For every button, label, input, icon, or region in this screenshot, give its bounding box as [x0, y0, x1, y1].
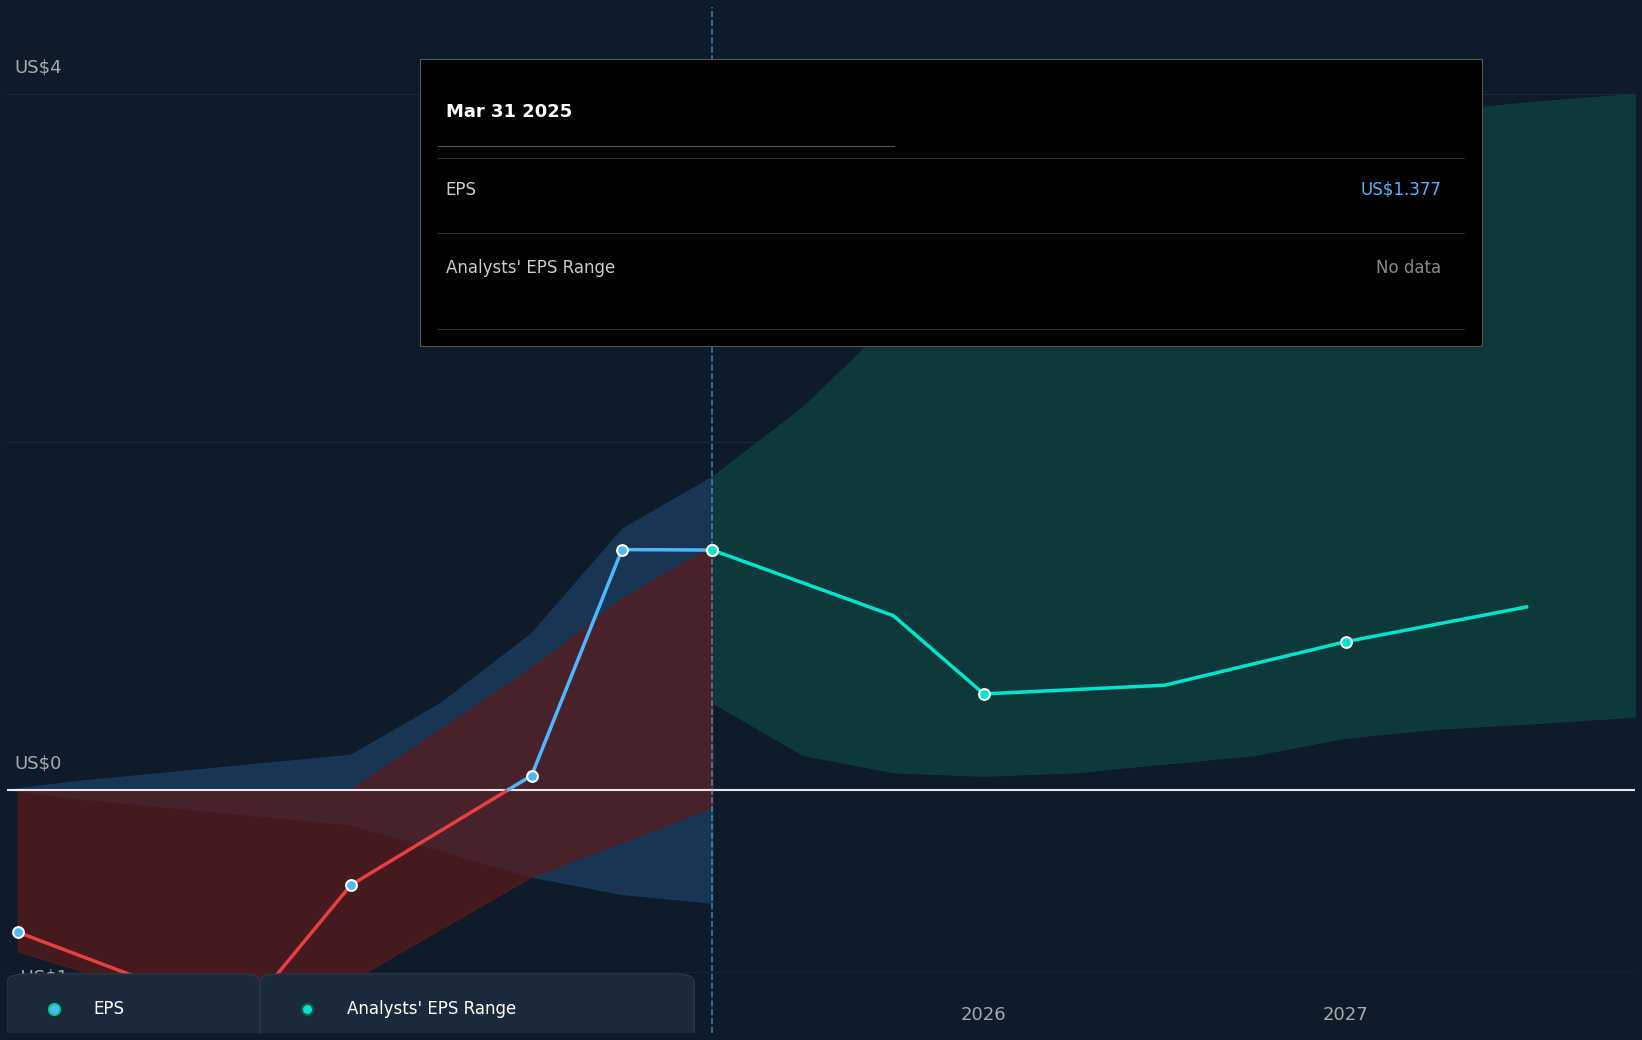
Text: US$0: US$0 — [15, 754, 61, 772]
Point — [246, 987, 273, 1004]
Text: US$4: US$4 — [15, 58, 62, 77]
Text: EPS: EPS — [94, 999, 125, 1018]
Point — [5, 924, 31, 940]
Text: Analysts' EPS Range: Analysts' EPS Range — [346, 999, 516, 1018]
Text: 2027: 2027 — [1323, 1007, 1368, 1024]
Text: -US$1: -US$1 — [15, 968, 69, 986]
Text: Mar 31 2025: Mar 31 2025 — [445, 103, 571, 121]
Text: US$1.377: US$1.377 — [1361, 181, 1442, 199]
Text: Analysts' EPS Range: Analysts' EPS Range — [445, 259, 614, 277]
Text: Analysts Forecasts: Analysts Forecasts — [731, 68, 898, 86]
Point — [699, 542, 726, 558]
Point — [338, 877, 365, 893]
Point — [699, 542, 726, 558]
FancyBboxPatch shape — [7, 973, 259, 1040]
Text: 2026: 2026 — [961, 1007, 1007, 1024]
FancyBboxPatch shape — [420, 59, 1483, 346]
Point — [519, 768, 545, 784]
Point — [609, 541, 635, 557]
Text: EPS: EPS — [445, 181, 476, 199]
Text: 2024: 2024 — [238, 1007, 282, 1024]
Point — [970, 685, 997, 702]
Text: No data: No data — [1376, 259, 1442, 277]
Point — [1332, 633, 1358, 650]
FancyBboxPatch shape — [259, 973, 695, 1040]
Text: Actual: Actual — [631, 68, 695, 86]
Text: 2025: 2025 — [599, 1007, 645, 1024]
